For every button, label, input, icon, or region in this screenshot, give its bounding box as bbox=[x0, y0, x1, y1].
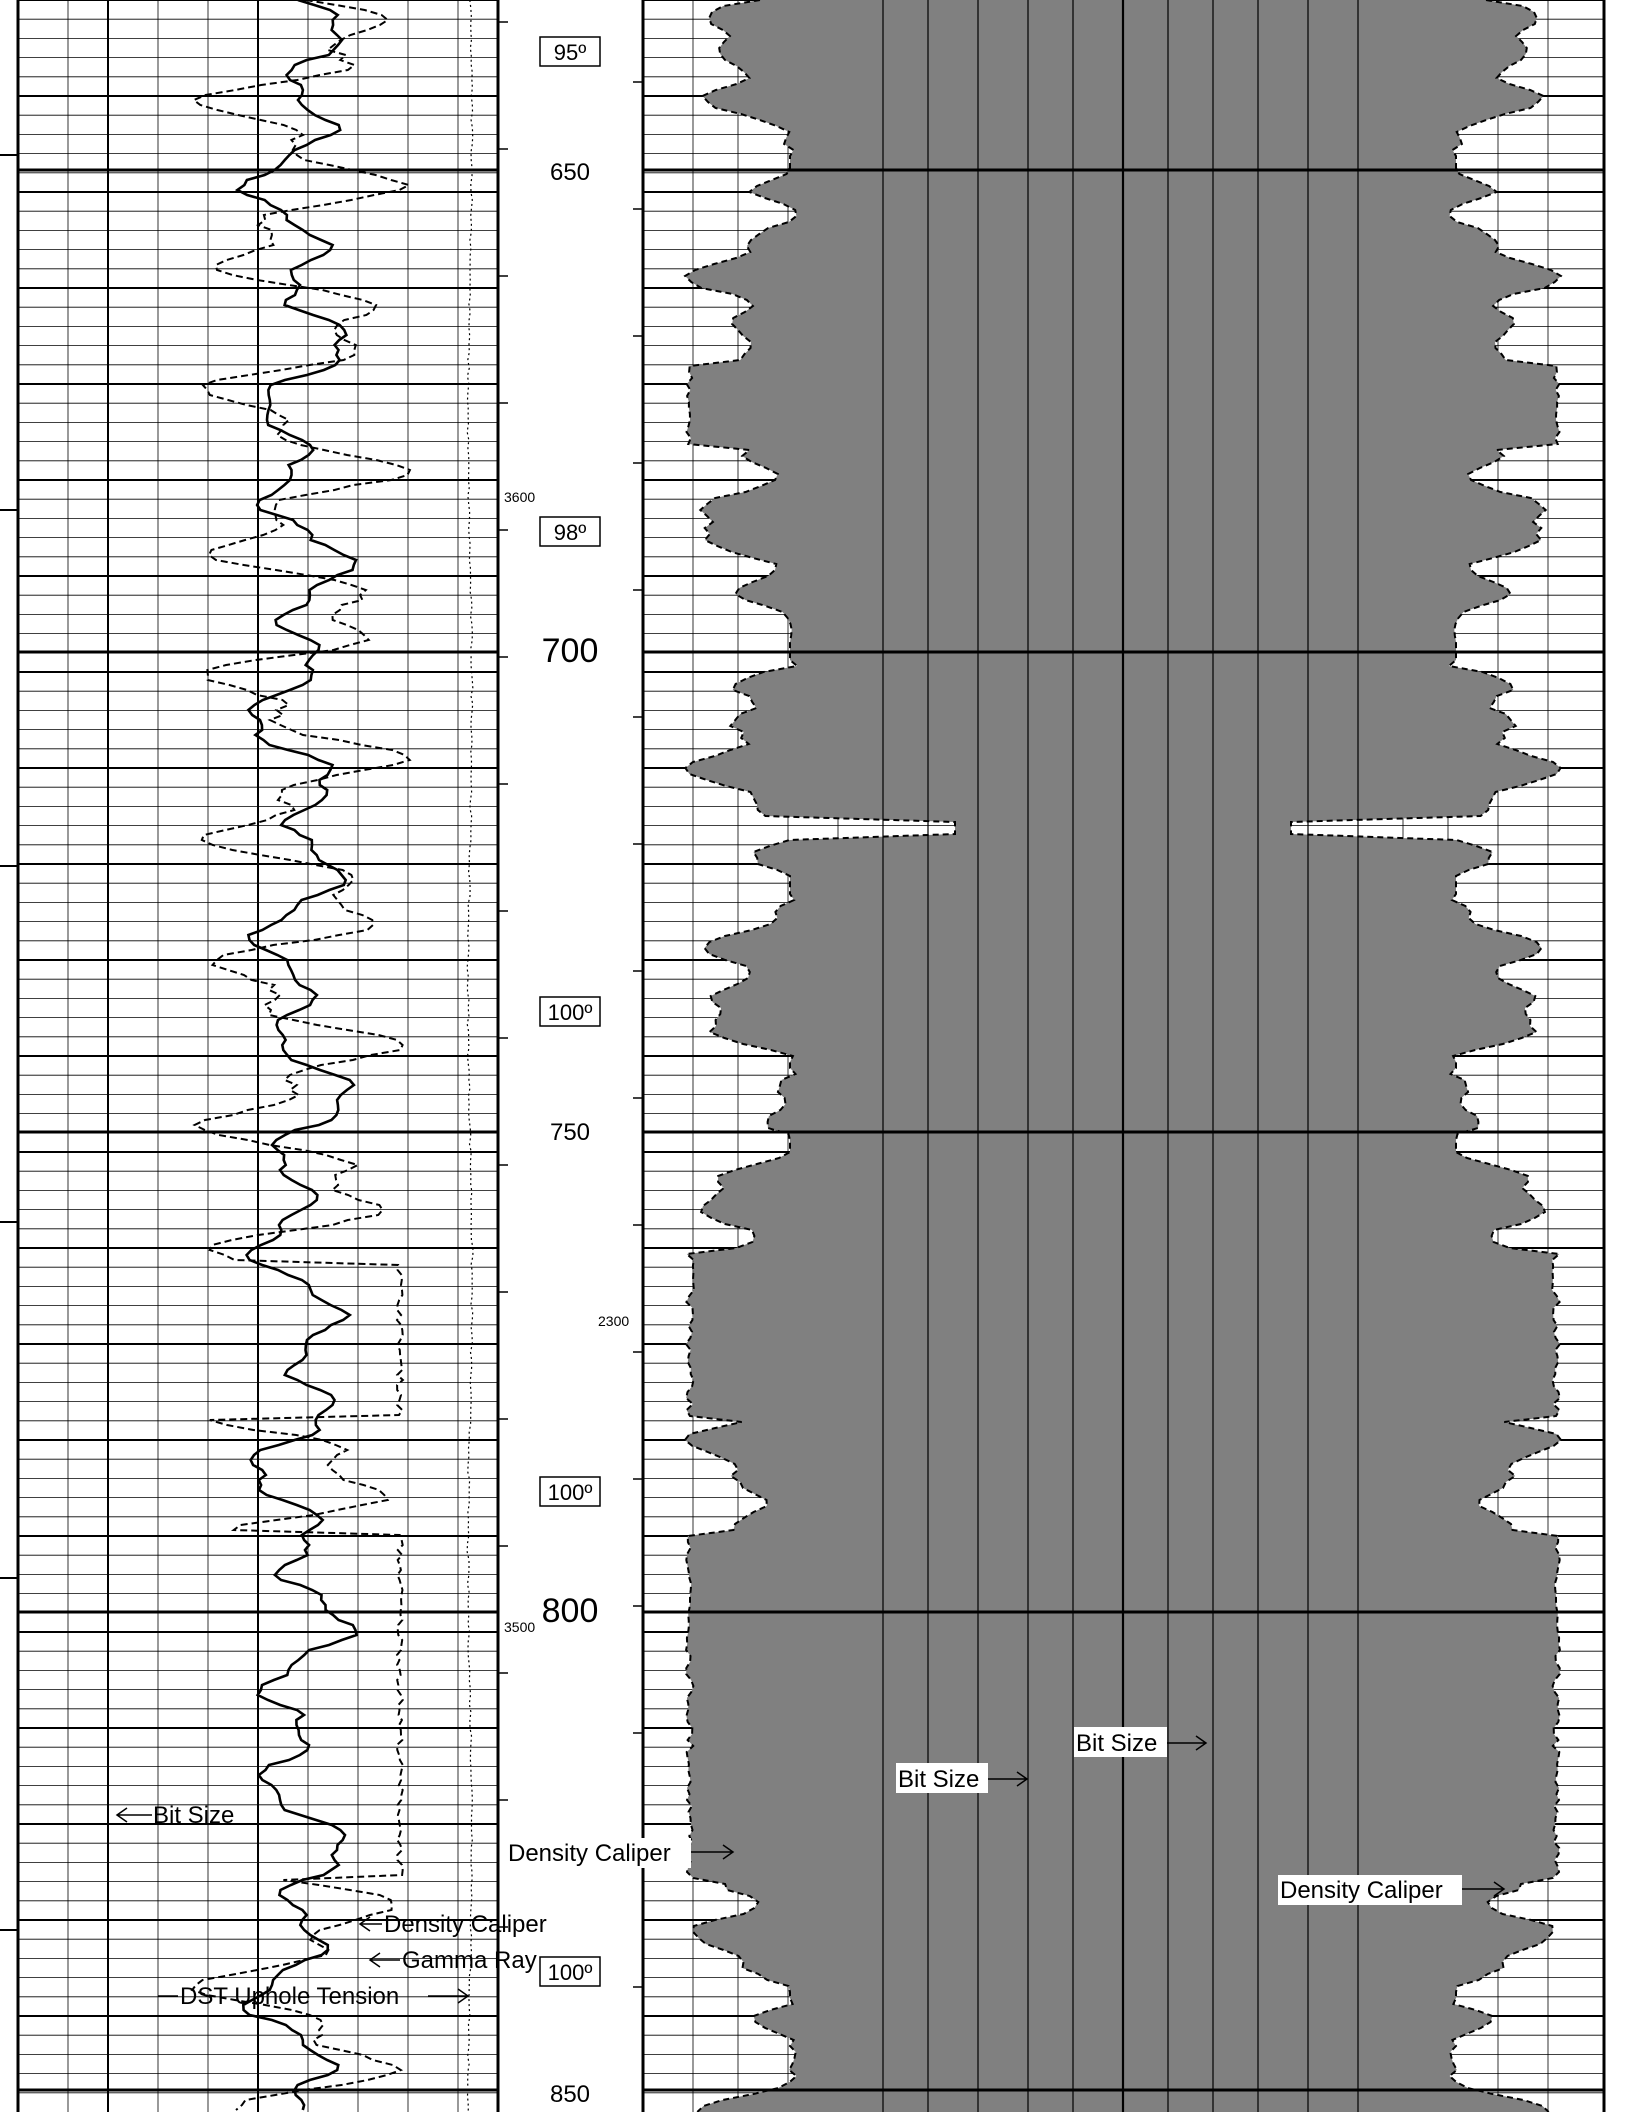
temperature-label-4: 100º bbox=[548, 1480, 593, 1505]
curve-annotations: Bit Size Density Caliper Gamma Ray DST U… bbox=[115, 1727, 1506, 2010]
depth-label-800: 800 bbox=[542, 1592, 599, 1630]
temperature-markers: 95º 98º 100º 100º 100º bbox=[539, 36, 601, 1987]
left-density-caliper-label: Density Caliper bbox=[384, 1911, 547, 1938]
right-density-caliper-label: Density Caliper bbox=[1280, 1877, 1443, 1904]
small-labels: 3600 2300 3500 bbox=[504, 489, 629, 1635]
temperature-label-3: 100º bbox=[548, 1000, 593, 1025]
depth-track-ticks bbox=[496, 0, 645, 2112]
right-track-grid-lines bbox=[643, 0, 1606, 2112]
right-bit-size-label-1: Bit Size bbox=[898, 1766, 979, 1793]
small-label-3500: 3500 bbox=[504, 1619, 535, 1635]
small-label-2300: 2300 bbox=[598, 1313, 629, 1329]
depth-label-700: 700 bbox=[542, 632, 599, 670]
depth-label-850: 850 bbox=[550, 2081, 590, 2108]
left-dst-tension-label: DST Uphole Tension bbox=[180, 1983, 399, 2010]
depth-label-750: 750 bbox=[550, 1119, 590, 1146]
left-track-curves bbox=[190, 0, 474, 2113]
left-bit-size-label: Bit Size bbox=[153, 1802, 234, 1829]
temperature-label-5: 100º bbox=[548, 1960, 593, 1985]
temperature-label-1: 95º bbox=[554, 40, 587, 65]
mid-density-caliper-label: Density Caliper bbox=[508, 1840, 671, 1867]
depth-labels: 650 700 750 800 850 bbox=[542, 159, 599, 2108]
depth-label-650: 650 bbox=[550, 159, 590, 186]
right-bit-size-label-2: Bit Size bbox=[1076, 1730, 1157, 1757]
left-gamma-ray-label: Gamma Ray bbox=[402, 1947, 537, 1974]
temperature-label-2: 98º bbox=[554, 520, 587, 545]
small-label-3600: 3600 bbox=[504, 489, 535, 505]
